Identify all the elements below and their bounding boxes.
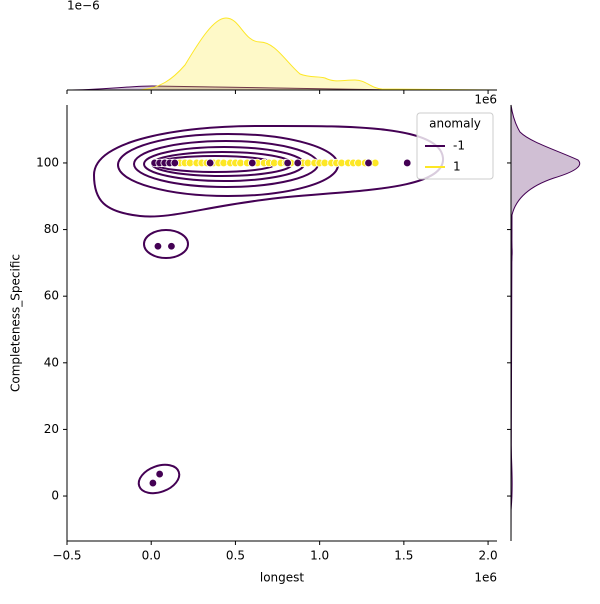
point <box>155 469 164 479</box>
legend-title: anomaly <box>429 117 481 131</box>
legend-box <box>416 112 494 180</box>
marginal-x-offset-label: 1e6 <box>474 93 497 107</box>
point <box>153 242 163 251</box>
y-tick-label: 40 <box>44 355 59 369</box>
x-axis-label: longest <box>260 571 305 585</box>
x-tick-label: 1.5 <box>394 549 413 563</box>
y-axis-label: Completeness_Specific <box>9 254 23 392</box>
y-tick-label: 20 <box>44 422 59 436</box>
x-tick-label: 2.0 <box>479 549 498 563</box>
right-kde-neg <box>510 104 581 542</box>
y-tick-label: 80 <box>44 222 59 236</box>
legend-label: 1 <box>453 160 461 174</box>
legend: anomaly <box>416 112 494 180</box>
y-tick-label: 0 <box>51 489 59 503</box>
top-kde-pos <box>67 17 498 91</box>
marginal-top-offset-label: 1e−6 <box>67 0 100 13</box>
point <box>148 478 158 488</box>
x-tick-label: 1.0 <box>310 549 329 563</box>
x-tick-label: 0.0 <box>142 549 161 563</box>
point <box>170 158 179 168</box>
top-kde-neg <box>66 85 497 91</box>
point <box>364 158 373 168</box>
legend-label: -1 <box>453 139 465 153</box>
point <box>403 158 412 168</box>
point <box>293 158 302 168</box>
point <box>248 158 257 168</box>
y-tick-label: 100 <box>36 155 59 169</box>
y-tick-label: 60 <box>44 289 59 303</box>
point <box>167 242 176 251</box>
x-tick-label: −0.5 <box>52 549 81 563</box>
point <box>205 158 215 168</box>
x-tick-label: 0.5 <box>226 549 245 563</box>
point <box>283 158 292 168</box>
x-offset-label: 1e6 <box>474 571 497 585</box>
